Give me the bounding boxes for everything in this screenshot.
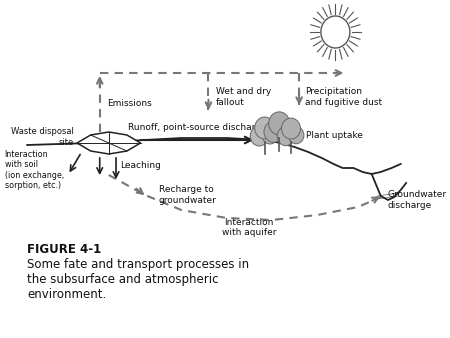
Circle shape [269, 112, 290, 135]
Text: Leaching: Leaching [120, 161, 161, 169]
Text: Recharge to
groundwater: Recharge to groundwater [159, 185, 216, 205]
Circle shape [262, 126, 278, 144]
Text: Runoff, point-source discharge: Runoff, point-source discharge [128, 123, 267, 132]
Circle shape [276, 121, 293, 140]
Text: Groundwater
discharge: Groundwater discharge [388, 190, 447, 210]
Polygon shape [77, 132, 140, 154]
Text: Interaction
with aquifer: Interaction with aquifer [222, 218, 277, 237]
Circle shape [277, 127, 294, 146]
Circle shape [288, 127, 304, 144]
Text: Waste disposal
site: Waste disposal site [11, 127, 74, 147]
Circle shape [250, 126, 268, 146]
Text: Precipitation
and fugitive dust: Precipitation and fugitive dust [306, 87, 382, 107]
Text: Emissions: Emissions [107, 98, 152, 107]
Circle shape [264, 121, 283, 142]
Text: Plant uptake: Plant uptake [306, 130, 363, 140]
Text: FIGURE 4-1: FIGURE 4-1 [27, 243, 101, 256]
Circle shape [321, 16, 350, 48]
Text: Interaction
with soil
(ion exchange,
sorption, etc.): Interaction with soil (ion exchange, sor… [4, 150, 64, 190]
Text: Wet and dry
fallout: Wet and dry fallout [216, 87, 271, 107]
Circle shape [282, 118, 301, 139]
Circle shape [255, 117, 274, 139]
Text: Some fate and transport processes in
the subsurface and atmospheric
environment.: Some fate and transport processes in the… [27, 258, 249, 301]
